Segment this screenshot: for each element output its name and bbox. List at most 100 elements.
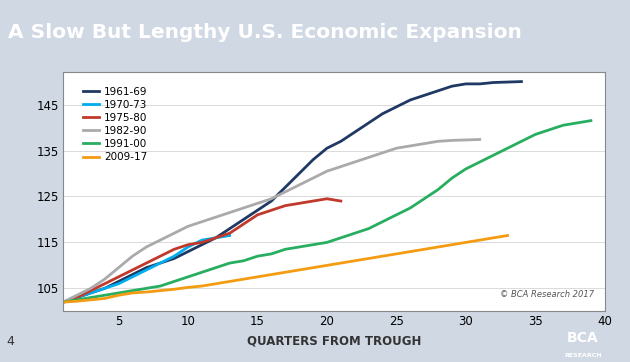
2009-17 — [448, 243, 455, 247]
1975-80 — [226, 231, 234, 235]
1991-00 — [184, 275, 192, 279]
2009-17 — [392, 252, 400, 256]
1961-69 — [129, 272, 136, 277]
1961-69 — [448, 84, 455, 88]
1961-69 — [156, 261, 164, 265]
1991-00 — [518, 139, 525, 143]
1982-90 — [226, 210, 234, 215]
1982-90 — [420, 142, 428, 146]
1982-90 — [434, 139, 442, 143]
1970-73 — [198, 238, 206, 242]
1982-90 — [448, 138, 455, 143]
2009-17 — [240, 277, 248, 281]
1991-00 — [142, 286, 150, 291]
1961-69 — [59, 300, 67, 304]
1961-69 — [365, 121, 372, 125]
2009-17 — [295, 268, 303, 272]
1961-69 — [504, 80, 512, 84]
1961-69 — [254, 208, 261, 212]
1975-80 — [59, 300, 67, 304]
Line: 1982-90: 1982-90 — [63, 139, 480, 302]
1961-69 — [406, 98, 414, 102]
1970-73 — [115, 282, 122, 286]
1961-69 — [184, 249, 192, 254]
1975-80 — [170, 247, 178, 252]
1982-90 — [351, 160, 358, 164]
1991-00 — [87, 295, 94, 300]
1975-80 — [309, 199, 317, 203]
1961-69 — [379, 111, 386, 116]
1991-00 — [337, 236, 345, 240]
1975-80 — [73, 295, 81, 300]
Line: 2009-17: 2009-17 — [63, 236, 508, 302]
Text: RESEARCH: RESEARCH — [564, 353, 602, 358]
1961-69 — [240, 217, 248, 222]
1970-73 — [73, 295, 81, 300]
1991-00 — [226, 261, 234, 265]
1991-00 — [448, 176, 455, 180]
2009-17 — [323, 263, 331, 268]
1982-90 — [282, 190, 289, 194]
2009-17 — [129, 291, 136, 295]
1982-90 — [184, 224, 192, 228]
1970-73 — [184, 245, 192, 249]
2009-17 — [337, 261, 345, 265]
1991-00 — [365, 227, 372, 231]
1991-00 — [156, 284, 164, 288]
1991-00 — [351, 231, 358, 235]
1991-00 — [379, 219, 386, 224]
1982-90 — [240, 206, 248, 210]
1961-69 — [392, 105, 400, 109]
1975-80 — [323, 197, 331, 201]
1991-00 — [434, 188, 442, 192]
Line: 1961-69: 1961-69 — [63, 81, 522, 302]
1991-00 — [323, 240, 331, 245]
1991-00 — [420, 197, 428, 201]
2009-17 — [59, 300, 67, 304]
2009-17 — [434, 245, 442, 249]
1961-69 — [142, 265, 150, 270]
1975-80 — [142, 261, 150, 265]
2009-17 — [254, 275, 261, 279]
1961-69 — [101, 286, 108, 291]
1991-00 — [392, 212, 400, 217]
1982-90 — [476, 137, 484, 142]
2009-17 — [309, 265, 317, 270]
1991-00 — [573, 121, 581, 125]
1991-00 — [212, 265, 220, 270]
1991-00 — [309, 243, 317, 247]
1961-69 — [490, 80, 498, 85]
2009-17 — [365, 256, 372, 261]
Text: 4: 4 — [6, 334, 14, 348]
1991-00 — [101, 293, 108, 298]
2009-17 — [212, 282, 220, 286]
1991-00 — [240, 258, 248, 263]
1975-80 — [268, 208, 275, 212]
1991-00 — [170, 279, 178, 284]
2009-17 — [282, 270, 289, 274]
1982-90 — [323, 169, 331, 173]
1982-90 — [115, 265, 122, 270]
1961-69 — [282, 185, 289, 189]
1991-00 — [587, 118, 595, 123]
1975-80 — [282, 203, 289, 208]
1982-90 — [268, 197, 275, 201]
Text: © BCA Research 2017: © BCA Research 2017 — [500, 290, 594, 299]
2009-17 — [406, 249, 414, 254]
1961-69 — [295, 171, 303, 176]
2009-17 — [115, 293, 122, 298]
1982-90 — [212, 215, 220, 219]
1961-69 — [462, 82, 469, 86]
1961-69 — [87, 291, 94, 295]
1991-00 — [115, 291, 122, 295]
1975-80 — [337, 199, 345, 203]
1991-00 — [532, 132, 539, 136]
2009-17 — [226, 279, 234, 284]
1982-90 — [198, 219, 206, 224]
1961-69 — [268, 199, 275, 203]
1970-73 — [129, 275, 136, 279]
2009-17 — [170, 287, 178, 291]
Line: 1975-80: 1975-80 — [63, 199, 341, 302]
X-axis label: QUARTERS FROM TROUGH: QUARTERS FROM TROUGH — [247, 334, 421, 347]
1991-00 — [268, 252, 275, 256]
